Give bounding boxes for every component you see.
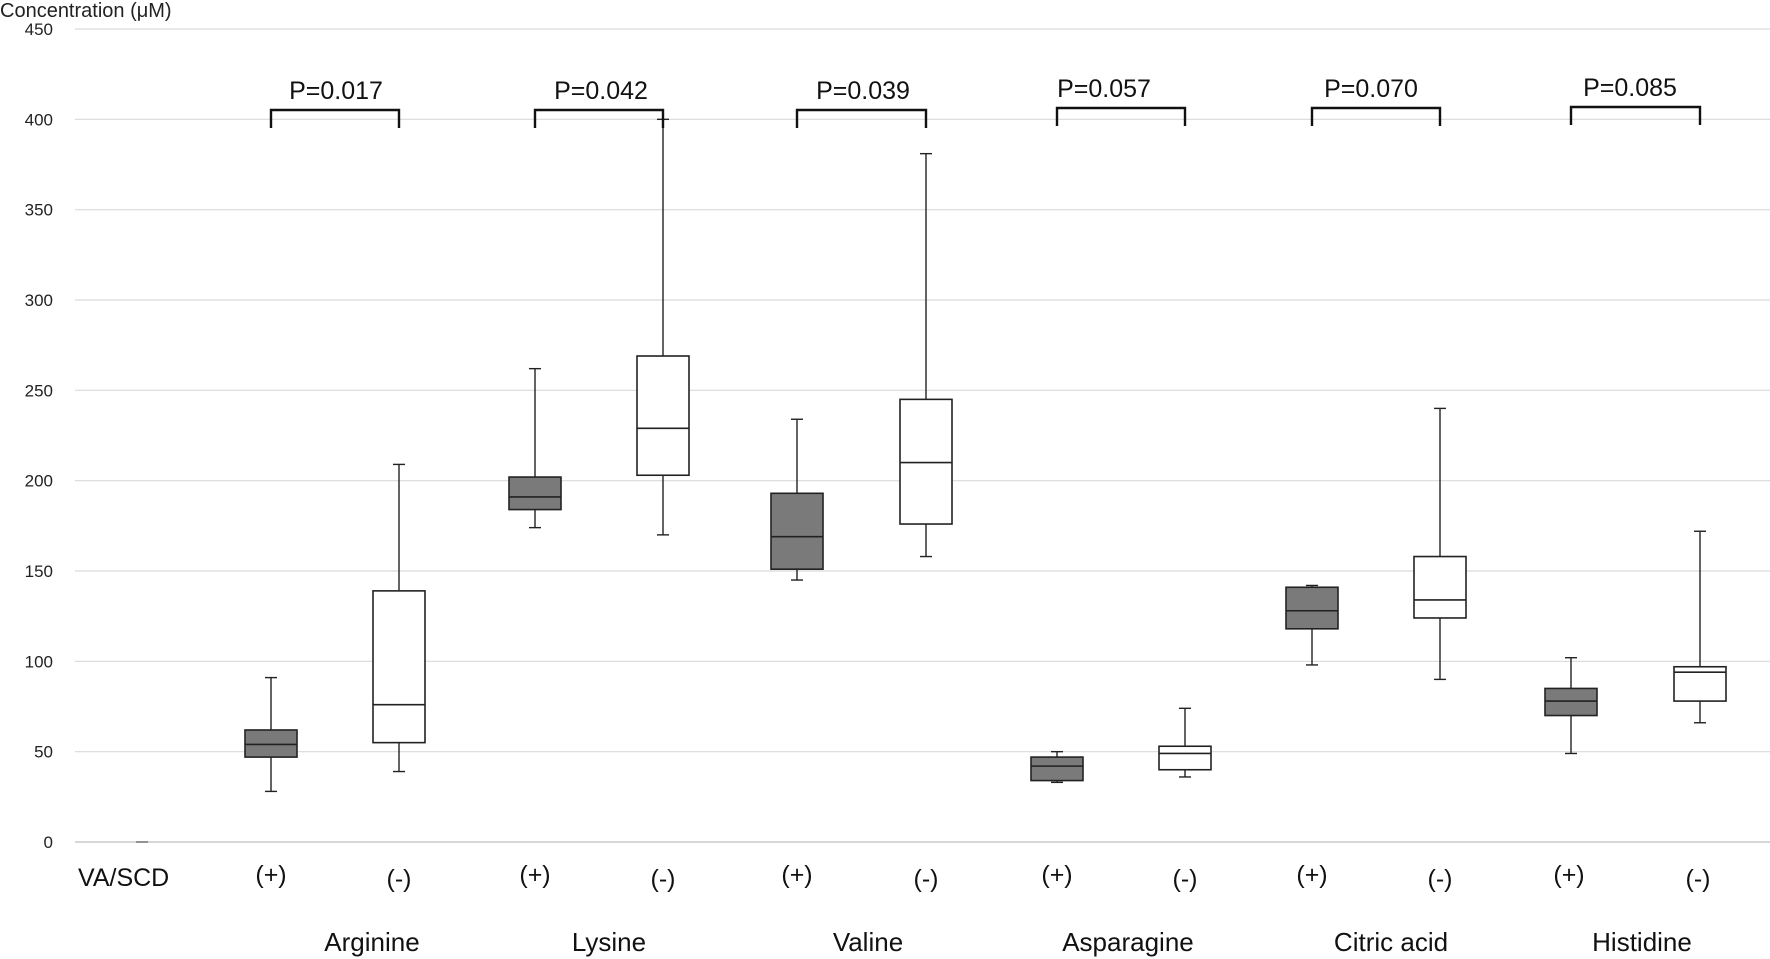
box-iqr bbox=[1285, 586, 1339, 630]
significance-bracket-arginine bbox=[269, 108, 401, 128]
category-label-lysine-negative: (-) bbox=[651, 865, 676, 893]
box-asparagine-negative bbox=[1158, 707, 1212, 778]
box-iqr bbox=[1030, 756, 1084, 782]
y-tick-label-200: 200 bbox=[25, 472, 53, 491]
y-tick-label-350: 350 bbox=[25, 201, 53, 220]
box-iqr bbox=[636, 355, 690, 477]
box-histidine-positive bbox=[1544, 657, 1598, 755]
box-lysine-positive bbox=[508, 367, 562, 529]
category-label-lysine-positive: (+) bbox=[519, 861, 550, 889]
box-iqr bbox=[244, 729, 298, 758]
box-arginine-negative bbox=[372, 463, 426, 773]
group-label-asparagine: Asparagine bbox=[1062, 927, 1194, 957]
y-tick-label-450: 450 bbox=[25, 20, 53, 39]
significance-bracket-valine bbox=[795, 108, 928, 128]
group-label-arginine: Arginine bbox=[324, 927, 419, 957]
p-value-label-arginine: P=0.017 bbox=[289, 77, 383, 105]
group-label-citric-acid: Citric acid bbox=[1334, 927, 1448, 957]
box-histidine-negative bbox=[1673, 530, 1727, 724]
box-plots bbox=[244, 118, 1727, 793]
box-citric-acid-negative bbox=[1413, 407, 1467, 681]
category-label-citric-acid-negative: (-) bbox=[1428, 865, 1453, 893]
category-labels: VA/SCD Concentration (μM) (+) (-) Arginine… bbox=[0, 0, 1710, 957]
group-label-histidine: Histidine bbox=[1592, 927, 1692, 957]
box-iqr bbox=[372, 590, 426, 744]
category-label-asparagine-negative: (-) bbox=[1173, 865, 1198, 893]
y-tick-label-0: 0 bbox=[44, 833, 53, 852]
significance-brackets: P=0.017 P=0.042 P=0.039 P=0.057 P=0.070 P=0.0… bbox=[269, 74, 1702, 128]
box-valine-negative bbox=[899, 152, 953, 558]
significance-bracket-asparagine bbox=[1055, 106, 1187, 126]
box-lysine-negative bbox=[636, 118, 690, 536]
box-iqr bbox=[899, 398, 953, 525]
box-asparagine-positive bbox=[1030, 750, 1084, 784]
category-label-valine-positive: (+) bbox=[781, 861, 812, 889]
significance-bracket-histidine bbox=[1569, 105, 1702, 125]
p-value-label-citric-acid: P=0.070 bbox=[1324, 75, 1418, 103]
category-label-valine-negative: (-) bbox=[914, 865, 939, 893]
p-value-label-lysine: P=0.042 bbox=[554, 77, 648, 105]
category-label-citric-acid-positive: (+) bbox=[1296, 861, 1327, 889]
group-label-lysine: Lysine bbox=[572, 927, 646, 957]
p-value-label-valine: P=0.039 bbox=[816, 77, 910, 105]
category-label-arginine-positive: (+) bbox=[255, 861, 286, 889]
y-tick-label-400: 400 bbox=[25, 110, 53, 129]
group-label-valine: Valine bbox=[833, 927, 903, 957]
category-label-histidine-negative: (-) bbox=[1686, 865, 1711, 893]
category-label-arginine-negative: (-) bbox=[387, 865, 412, 893]
category-label-asparagine-positive: (+) bbox=[1041, 861, 1072, 889]
y-tick-label-100: 100 bbox=[25, 652, 53, 671]
box-iqr bbox=[1544, 687, 1598, 717]
y-axis-ticks: 0 50 100 150 200 250 300 350 400 450 bbox=[25, 20, 53, 852]
y-tick-label-50: 50 bbox=[34, 743, 53, 762]
p-value-label-asparagine: P=0.057 bbox=[1057, 75, 1151, 103]
box-iqr bbox=[508, 476, 562, 511]
box-iqr bbox=[770, 492, 824, 570]
y-tick-label-250: 250 bbox=[25, 381, 53, 400]
y-tick-label-150: 150 bbox=[25, 562, 53, 581]
y-tick-label-300: 300 bbox=[25, 291, 53, 310]
y-axis-title: Concentration (μM) bbox=[0, 0, 172, 22]
box-citric-acid-positive bbox=[1285, 584, 1339, 666]
p-value-label-histidine: P=0.085 bbox=[1583, 74, 1677, 102]
box-valine-positive bbox=[770, 418, 824, 581]
box-iqr bbox=[1413, 555, 1467, 619]
box-arginine-positive bbox=[244, 676, 298, 793]
box-iqr bbox=[1158, 745, 1212, 771]
row-header-va-scd: VA/SCD bbox=[78, 864, 169, 892]
category-label-histidine-positive: (+) bbox=[1553, 861, 1584, 889]
significance-bracket-lysine bbox=[533, 108, 665, 128]
significance-bracket-citric-acid bbox=[1310, 106, 1442, 126]
